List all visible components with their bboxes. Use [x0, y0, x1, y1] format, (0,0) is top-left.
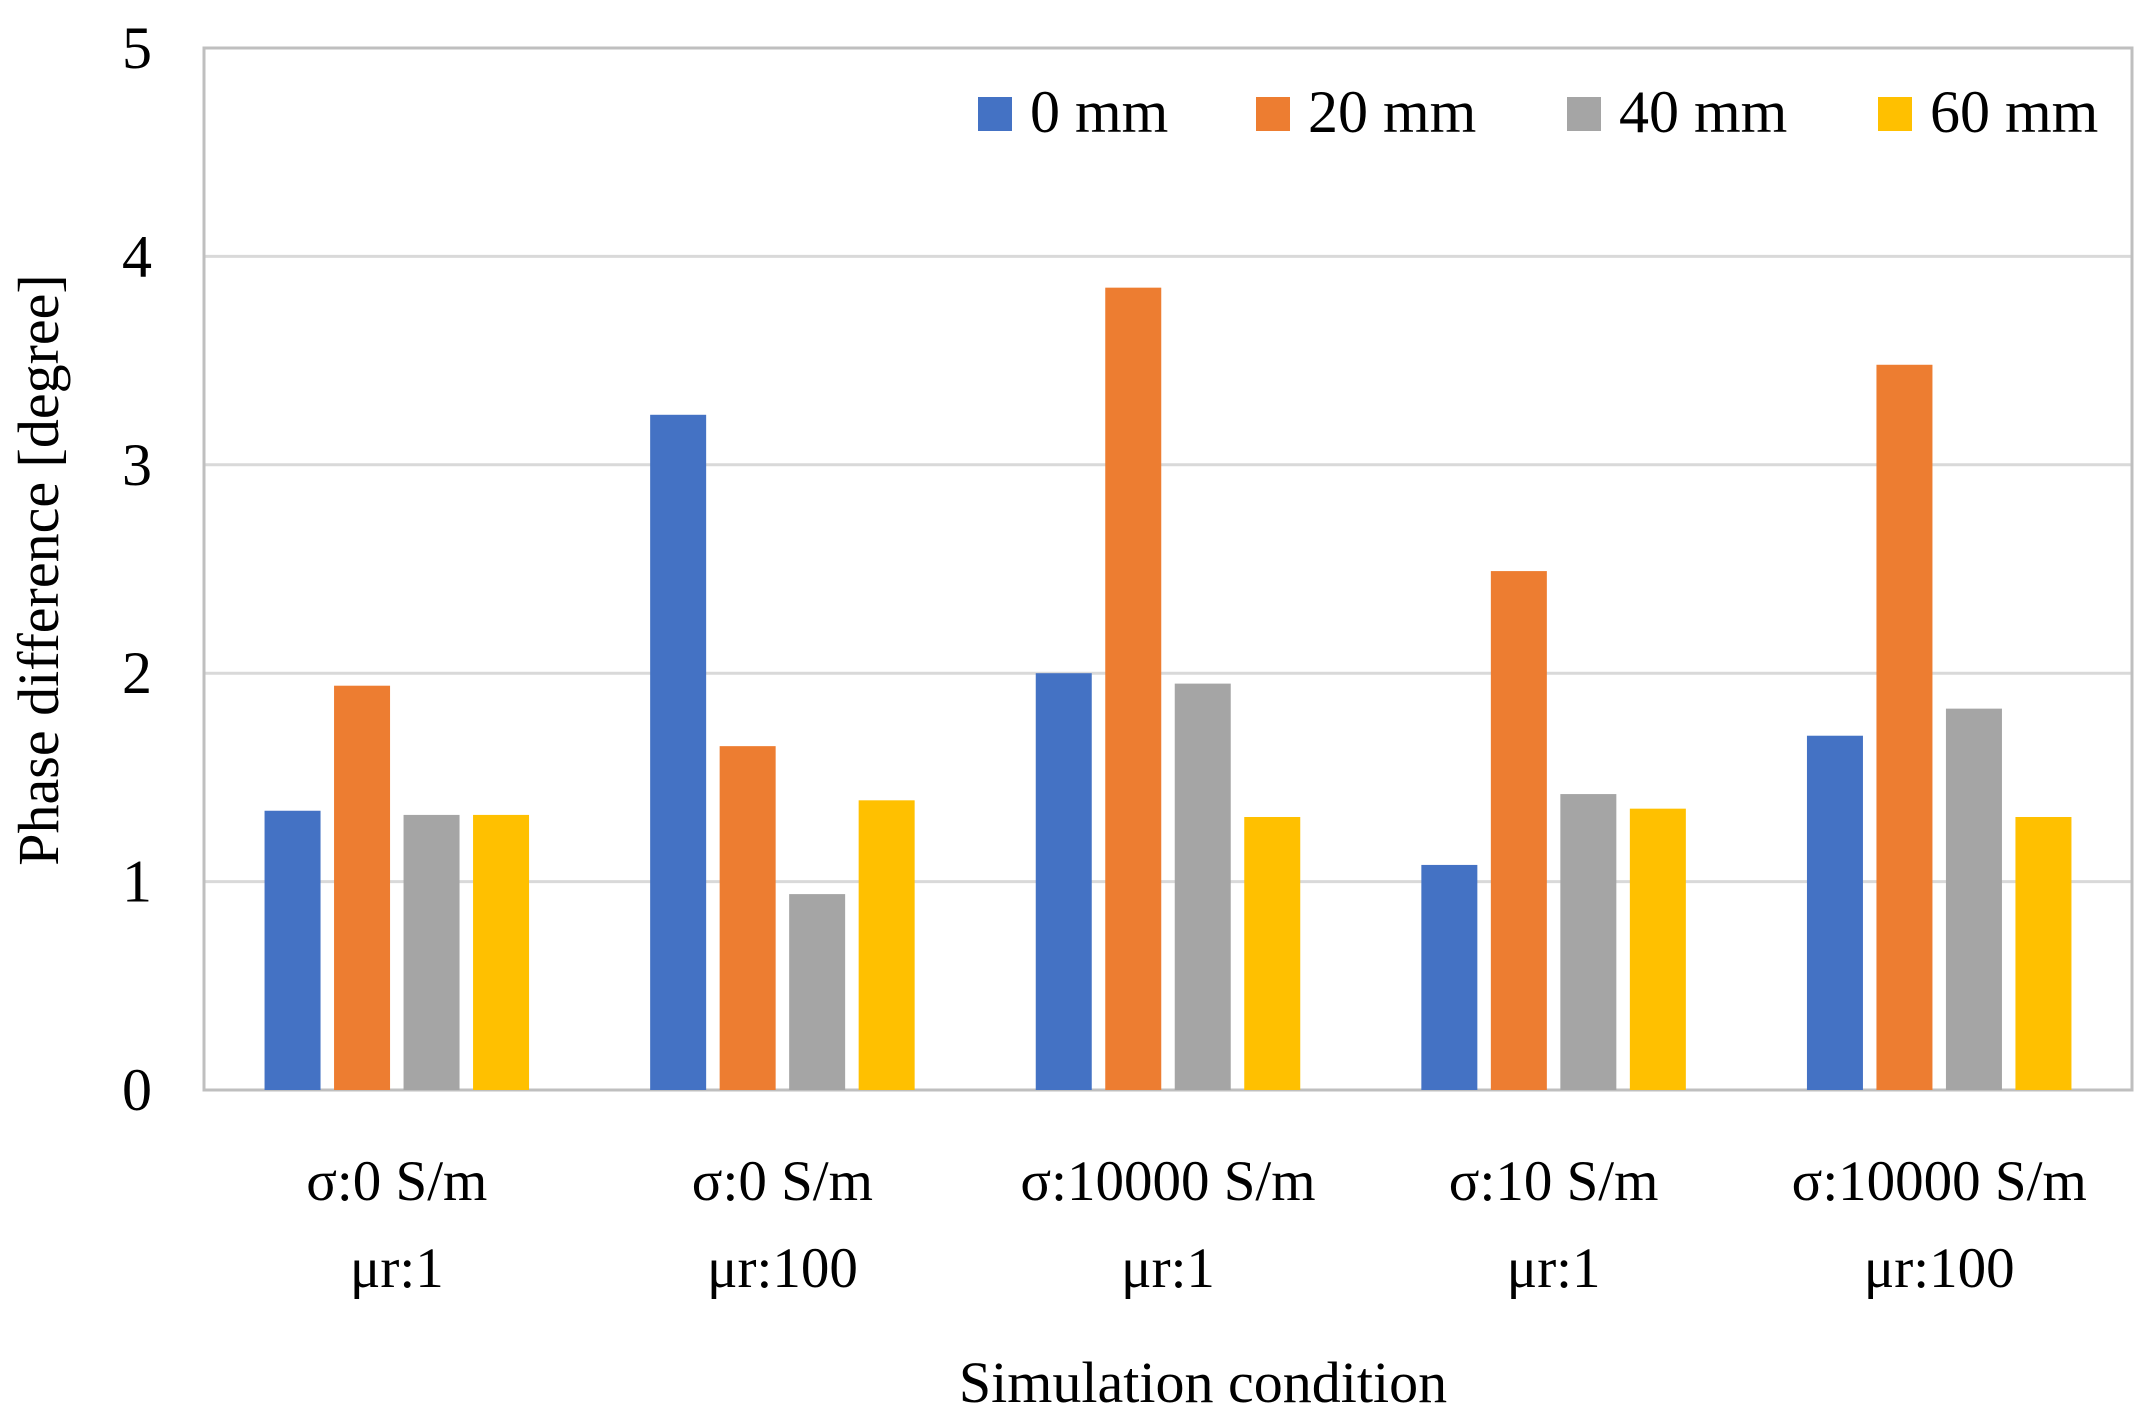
- bar-20mm-cat1: [334, 685, 391, 1090]
- x-tick-label-line2: μr:1: [1121, 1237, 1215, 1300]
- bar-60mm-cat5: [2015, 816, 2072, 1090]
- bar-60mm-cat4: [1629, 808, 1686, 1090]
- bar-40mm-cat3: [1174, 683, 1231, 1090]
- y-tick-label: 4: [122, 223, 152, 289]
- y-tick-label: 0: [122, 1057, 152, 1123]
- bar-0mm-cat5: [1806, 735, 1863, 1090]
- y-axis-title: Phase difference [degree]: [6, 274, 71, 865]
- legend-label: 0 mm: [1030, 79, 1168, 145]
- legend-label: 60 mm: [1930, 79, 2098, 145]
- legend-swatch: [1878, 97, 1912, 131]
- legend-swatch: [1256, 97, 1290, 131]
- y-tick-label: 1: [122, 849, 152, 915]
- bar-40mm-cat4: [1560, 794, 1617, 1090]
- bar-20mm-cat3: [1105, 287, 1162, 1090]
- x-tick-label-line1: σ:0 S/m: [692, 1150, 873, 1213]
- bar-60mm-cat1: [473, 814, 530, 1090]
- bar-40mm-cat1: [403, 814, 460, 1090]
- x-tick-label-line1: σ:10 S/m: [1449, 1150, 1659, 1213]
- x-tick-label-line2: μr:1: [350, 1237, 444, 1300]
- bar-0mm-cat2: [650, 414, 707, 1090]
- bar-40mm-cat2: [789, 894, 846, 1090]
- legend-label: 20 mm: [1308, 79, 1476, 145]
- bar-20mm-cat5: [1876, 364, 1933, 1090]
- x-tick-label-line1: σ:0 S/m: [306, 1150, 487, 1213]
- legend-swatch: [978, 97, 1012, 131]
- bar-20mm-cat2: [719, 746, 776, 1090]
- x-axis-ticks: σ:0 S/m μr:1 σ:0 S/m μr:100 σ:10000 S/m μr:1 σ…: [306, 1150, 2087, 1300]
- x-tick-label-line1: σ:10000 S/m: [1020, 1150, 1315, 1213]
- bar-0mm-cat4: [1421, 864, 1478, 1090]
- bar-60mm-cat2: [858, 800, 915, 1090]
- x-tick-label-line2: μr:100: [707, 1237, 858, 1300]
- legend: 0 mm 20 mm 40 mm 60 mm: [978, 79, 2098, 145]
- bar-0mm-cat1: [264, 810, 321, 1090]
- bar-20mm-cat4: [1490, 571, 1547, 1090]
- bar-0mm-cat3: [1035, 673, 1092, 1090]
- x-tick-label-line1: σ:10000 S/m: [1792, 1150, 2087, 1213]
- x-tick-label-line2: μr:1: [1507, 1237, 1601, 1300]
- bar-40mm-cat5: [1945, 708, 2002, 1090]
- legend-swatch: [1567, 97, 1601, 131]
- x-tick-label-line2: μr:100: [1864, 1237, 2015, 1300]
- y-tick-label: 2: [122, 640, 152, 706]
- y-tick-label: 5: [122, 15, 152, 81]
- plot-area-frame: [202, 46, 2134, 1092]
- bars: [264, 287, 2072, 1090]
- legend-label: 40 mm: [1619, 79, 1787, 145]
- y-axis-ticks: 0 1 2 3 4 5: [122, 15, 152, 1123]
- y-tick-label: 3: [122, 432, 152, 498]
- x-axis-title: Simulation condition: [959, 1350, 1447, 1415]
- bar-60mm-cat3: [1244, 816, 1301, 1090]
